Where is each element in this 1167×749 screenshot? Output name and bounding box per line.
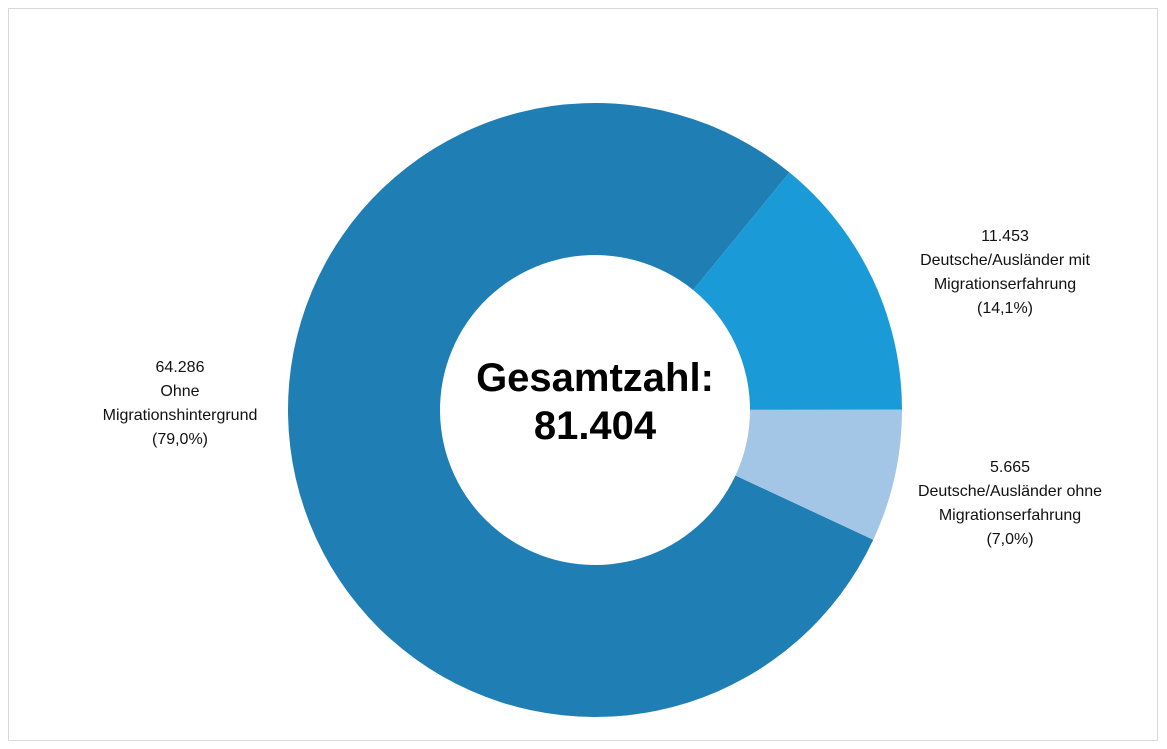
chart-frame <box>8 8 1158 741</box>
slice-label: 64.286 Ohne Migrationshintergrund (79,0%) <box>50 356 310 452</box>
donut-slice <box>288 103 874 717</box>
donut-slice <box>693 172 902 410</box>
percent-label: (79,0%) <box>151 431 209 448</box>
value-label: 11.453 <box>981 228 1029 245</box>
donut-slice <box>735 409 902 540</box>
value-label: 5.665 <box>989 459 1031 476</box>
slice-label: 5.665 Deutsche/Ausländer ohne Migrationse… <box>880 456 1140 552</box>
slice-label: 11.453 Deutsche/Ausländer mit Migrationse… <box>875 225 1135 321</box>
center-label: Gesamtzahl: <box>476 356 714 400</box>
category-label: Deutsche/Ausländer ohne Migrationserfahr… <box>917 483 1103 524</box>
percent-label: (14,1%) <box>976 300 1034 317</box>
category-label: Deutsche/Ausländer mit Migrationserfahru… <box>920 252 1090 293</box>
value-label: 64.286 <box>155 359 205 376</box>
category-label: Ohne Migrationshintergrund <box>102 383 258 424</box>
percent-label: (7,0%) <box>986 531 1034 548</box>
total-label: 81.404 <box>533 404 657 448</box>
